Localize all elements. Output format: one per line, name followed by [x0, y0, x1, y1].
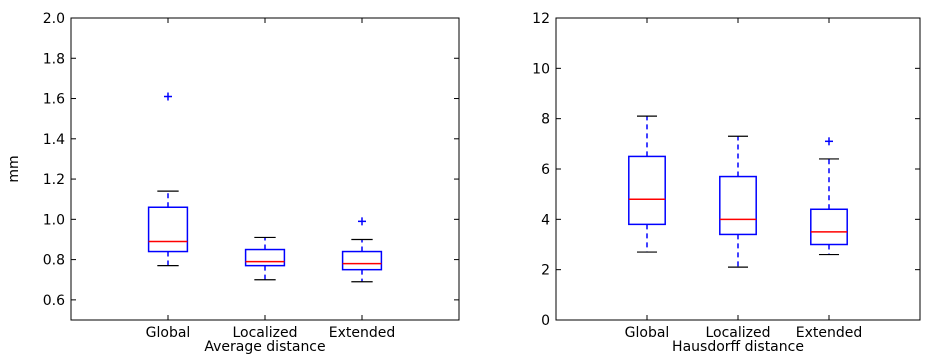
- iqr-box: [810, 208, 848, 246]
- y-axis-label: mm: [6, 155, 22, 182]
- box-global: [147, 92, 189, 267]
- x-tick-label: Global: [625, 325, 670, 341]
- box-localized: [719, 135, 757, 268]
- x-tick-label: Global: [146, 325, 191, 341]
- box-global: [628, 115, 666, 253]
- x-tick-label: Extended: [329, 325, 396, 341]
- y-tick-label: 1.6: [43, 92, 65, 108]
- y-tick-label: 2.0: [43, 11, 65, 27]
- iqr-box: [147, 206, 189, 253]
- axes-frame: [555, 17, 921, 321]
- box-extended: [341, 217, 383, 283]
- y-tick-label: 4: [541, 212, 550, 228]
- x-tick-label: Localized: [232, 325, 297, 341]
- outlier-marker: [358, 217, 366, 226]
- iqr-box: [244, 248, 286, 267]
- box-localized: [244, 236, 286, 281]
- iqr-box: [719, 175, 757, 236]
- x-tick-label: Localized: [705, 325, 770, 341]
- y-tick-label: 0: [541, 313, 550, 329]
- y-tick-label: 1.0: [43, 212, 65, 228]
- iqr-box: [341, 250, 383, 271]
- y-tick-label: 8: [541, 112, 550, 128]
- x-axis-label: Hausdorff distance: [672, 339, 804, 355]
- y-tick-label: 6: [541, 162, 550, 178]
- y-tick-label: 1.8: [43, 51, 65, 67]
- chart-panel-2: 0 2 4 6 8 10 12 Global Localized ExtendedHausdorf…: [532, 11, 921, 355]
- y-tick-label: 0.6: [43, 293, 65, 309]
- x-tick-label: Extended: [796, 325, 863, 341]
- y-tick-label: 1.2: [43, 172, 65, 188]
- y-tick-label: 2: [541, 263, 550, 279]
- y-tick-label: 1.4: [43, 132, 65, 148]
- outlier-marker: [164, 92, 172, 101]
- y-tick-label: 10: [532, 61, 550, 77]
- outlier-marker: [825, 137, 833, 146]
- x-axis-label: Average distance: [204, 339, 325, 355]
- iqr-box: [628, 155, 666, 226]
- box-extended: [810, 137, 848, 256]
- y-tick-label: 0.8: [43, 253, 65, 269]
- y-tick-label: 12: [532, 11, 550, 27]
- chart-panel-1: 0.6 0.8 1.0 1.2 1.4 1.6 1.8 2.0 Global Localized E…: [6, 11, 460, 355]
